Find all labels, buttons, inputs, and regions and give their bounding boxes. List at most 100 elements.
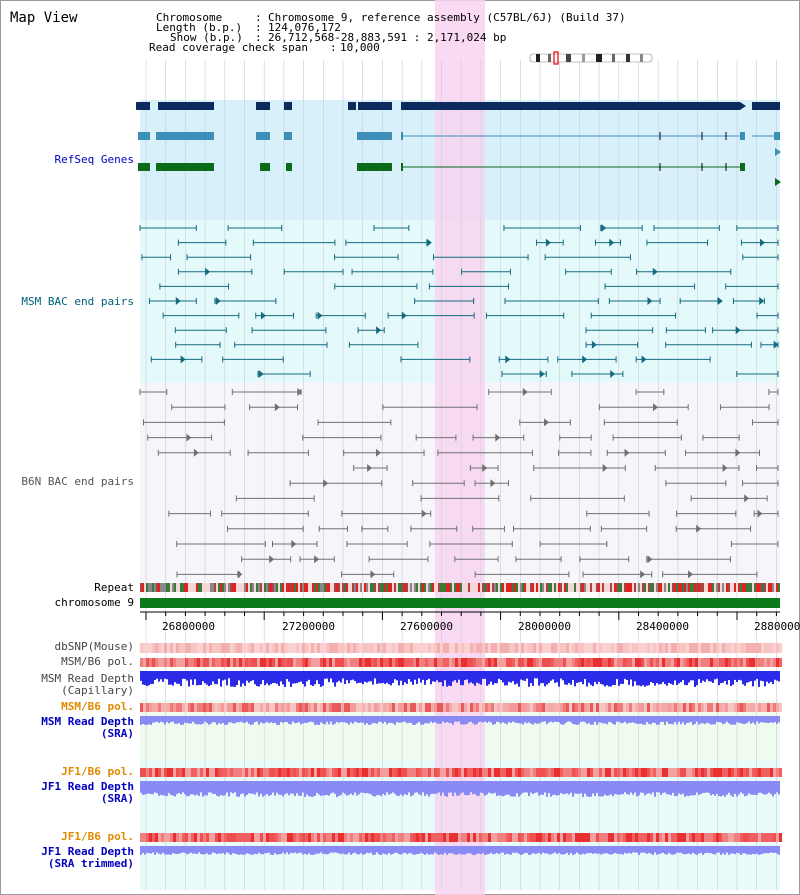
- repeat-mark: [470, 583, 472, 592]
- msm-bac-label[interactable]: MSM BAC end pairs: [21, 295, 134, 308]
- heat-cell: [698, 658, 701, 667]
- heat-cell: [221, 703, 224, 712]
- depth-bar: [240, 846, 242, 855]
- heat-cell: [740, 658, 743, 667]
- depth-bar: [440, 781, 442, 796]
- heat-cell: [425, 643, 428, 653]
- depth-bar: [746, 781, 748, 796]
- depth-bar: [396, 716, 398, 723]
- depth-bar: [268, 716, 270, 724]
- depth-bar: [680, 671, 682, 683]
- heat-cell: [296, 643, 299, 653]
- heat-cell: [701, 643, 704, 653]
- heat-cell: [491, 768, 494, 777]
- heat-cell: [680, 768, 683, 777]
- depth-bar: [398, 781, 400, 796]
- heat-cell: [584, 703, 587, 712]
- heat-cell: [239, 703, 242, 712]
- depth-bar: [352, 671, 354, 680]
- gene-exon: [740, 163, 745, 171]
- heat-cell: [545, 833, 548, 842]
- depth-bar: [198, 716, 200, 725]
- heat-cell: [254, 768, 257, 777]
- bac-arrow: [601, 224, 607, 232]
- heat-cell: [722, 768, 725, 777]
- depth-bar: [324, 781, 326, 796]
- repeat-mark: [338, 583, 340, 592]
- depth-bar: [708, 671, 710, 682]
- heat-cell: [305, 643, 308, 653]
- depth-bar: [204, 846, 206, 855]
- heat-cell: [554, 833, 557, 842]
- repeat-mark: [306, 583, 308, 592]
- depth-bar: [440, 671, 442, 683]
- heat-cell: [470, 768, 473, 777]
- depth-bar: [730, 671, 732, 686]
- heat-cell: [569, 703, 572, 712]
- heat-cell: [173, 703, 176, 712]
- depth-bar: [730, 846, 732, 854]
- heat-cell: [686, 643, 689, 653]
- depth-bar: [234, 781, 236, 793]
- heat-cell: [755, 658, 758, 667]
- heat-cell: [215, 703, 218, 712]
- heat-cell: [419, 833, 422, 842]
- heat-cell: [671, 658, 674, 667]
- depth-bar: [604, 846, 606, 854]
- heat-cell: [146, 643, 149, 653]
- repeat-mark: [436, 583, 438, 592]
- depth-bar: [254, 716, 256, 722]
- heat-cell: [488, 768, 491, 777]
- heat-cell: [671, 768, 674, 777]
- heat-cell: [584, 658, 587, 667]
- heat-cell: [140, 768, 143, 777]
- heat-cell: [290, 643, 293, 653]
- heat-cell: [683, 833, 686, 842]
- depth-bar: [356, 716, 358, 723]
- depth-bar: [524, 716, 526, 723]
- gene-exon: [286, 163, 292, 171]
- heat-cell: [635, 768, 638, 777]
- heat-cell: [728, 643, 731, 653]
- heat-cell: [494, 643, 497, 653]
- depth-bar: [620, 781, 622, 795]
- heat-cell: [539, 768, 542, 777]
- depth-bar: [606, 671, 608, 686]
- depth-bar: [462, 781, 464, 793]
- repeat-mark: [212, 583, 214, 592]
- depth-bar: [626, 716, 628, 724]
- depth-bar: [170, 671, 172, 685]
- heat-cell: [152, 833, 155, 842]
- repeat-mark: [178, 583, 180, 592]
- heat-cell: [644, 703, 647, 712]
- depth-bar: [732, 781, 734, 797]
- depth-bar: [436, 846, 438, 854]
- depth-bar: [660, 671, 662, 685]
- length-label: Length (b.p.): [156, 21, 243, 34]
- refseq-genes-label[interactable]: RefSeq Genes: [54, 153, 134, 166]
- depth-bar: [732, 671, 734, 685]
- repeat-mark: [452, 583, 454, 592]
- repeat-mark: [382, 583, 384, 592]
- gene-exon: [752, 102, 780, 110]
- heat-cell: [170, 643, 173, 653]
- depth-bar: [668, 781, 670, 795]
- depth-bar: [176, 671, 178, 684]
- heat-cell: [671, 703, 674, 712]
- depth-bar: [512, 716, 514, 722]
- heat-cell: [482, 658, 485, 667]
- b6n-bac-label[interactable]: B6N BAC end pairs: [21, 475, 134, 488]
- heat-cell: [197, 658, 200, 667]
- heat-cell: [149, 643, 152, 653]
- depth-bar: [390, 781, 392, 794]
- heat-cell: [746, 768, 749, 777]
- repeat-mark: [292, 583, 294, 592]
- heat-cell: [455, 643, 458, 653]
- depth-bar: [484, 846, 486, 855]
- depth-bar: [276, 716, 278, 725]
- heat-cell: [266, 833, 269, 842]
- heat-cell: [167, 768, 170, 777]
- depth-bar: [164, 671, 166, 679]
- depth-bar: [336, 781, 338, 797]
